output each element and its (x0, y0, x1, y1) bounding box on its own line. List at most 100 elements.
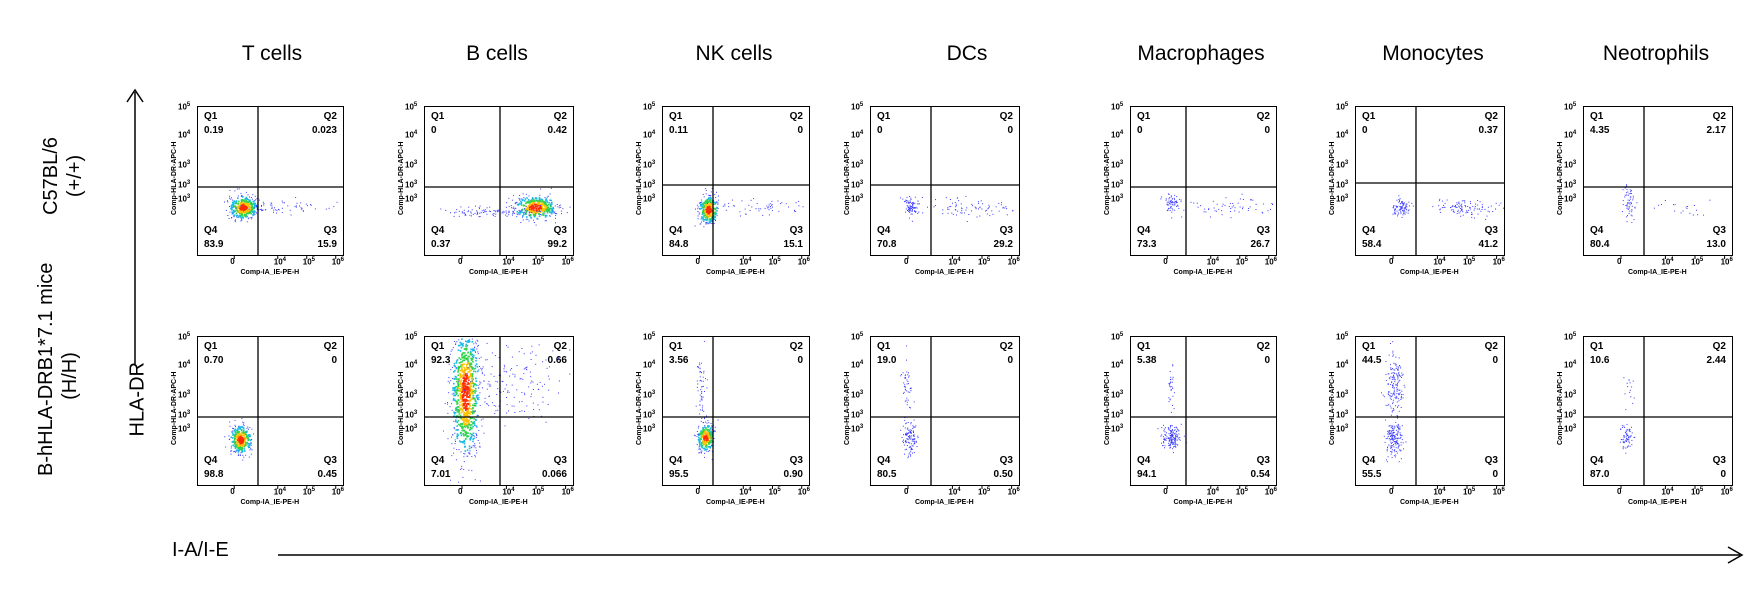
event-dot (454, 378, 456, 380)
event-dot (1627, 199, 1629, 201)
event-dot (1629, 436, 1631, 438)
event-dot (1216, 203, 1218, 205)
event-dot (909, 435, 911, 437)
event-dot (1398, 201, 1400, 203)
event-dot (522, 378, 524, 380)
row-label-1-line2: (+/+) (64, 154, 86, 198)
event-dot (462, 413, 465, 416)
x-tick-label: 104 (1433, 487, 1446, 497)
event-dot (1397, 381, 1399, 383)
event-dot (1630, 435, 1632, 437)
event-dot (471, 446, 473, 448)
event-dot (540, 211, 542, 213)
event-dot (468, 376, 470, 378)
event-dot (1439, 211, 1441, 213)
event-dot (514, 376, 516, 378)
event-dot (467, 422, 470, 424)
event-dot (469, 429, 471, 431)
event-dot (456, 435, 459, 437)
event-dot (1168, 428, 1170, 430)
flow-plot: Q1 44.5 Q2 0 Q3 0 Q4 55.5 0 104 105 106 105 104 103 103… (1329, 332, 1505, 506)
event-dot (699, 449, 701, 451)
event-dot (300, 207, 302, 209)
event-dot (700, 218, 702, 220)
event-dot (241, 210, 243, 213)
event-dot (466, 385, 469, 388)
event-dot (1622, 438, 1624, 440)
event-dot (239, 207, 241, 210)
event-dot (1398, 371, 1400, 373)
event-dot (1400, 444, 1402, 446)
event-dot (459, 407, 462, 410)
event-dot (912, 438, 914, 440)
event-dot (467, 387, 470, 390)
event-dot (230, 205, 233, 207)
event-dot (466, 345, 469, 347)
event-dot (448, 392, 450, 394)
event-dot (1176, 201, 1178, 203)
quadrant-q2-name: Q2 (789, 341, 803, 352)
event-dot (460, 468, 462, 470)
event-dot (244, 200, 246, 203)
event-dot (463, 419, 465, 422)
event-dot (912, 204, 914, 206)
event-dot (245, 205, 248, 208)
event-dot (516, 210, 519, 213)
flow-plot: Q1 10.6 Q2 2.44 Q3 0 Q4 87.0 0 104 105 106 105 104 103… (1557, 332, 1733, 506)
event-dot (481, 371, 483, 373)
event-dot (461, 426, 463, 429)
event-dot (707, 426, 709, 428)
event-dot (462, 383, 464, 386)
event-dot (532, 211, 534, 213)
event-dot (1625, 436, 1627, 438)
event-dot (1168, 401, 1170, 403)
event-dot (526, 366, 528, 368)
event-dot (477, 344, 479, 346)
event-dot (1171, 440, 1173, 442)
event-dot (456, 388, 459, 390)
event-dot (461, 364, 464, 367)
event-dot (911, 209, 913, 211)
event-dot (1232, 203, 1234, 204)
event-dot (1627, 202, 1629, 204)
event-dot (472, 389, 474, 391)
event-dot (475, 341, 477, 343)
event-dot (1692, 214, 1694, 216)
event-dot (708, 194, 710, 196)
event-dot (1393, 431, 1395, 433)
event-dot (451, 393, 453, 395)
event-dot (469, 214, 471, 216)
event-dot (1395, 356, 1397, 358)
x-tick-label: 106 (797, 487, 810, 497)
event-dot (455, 409, 457, 411)
event-dot (1169, 444, 1171, 445)
event-dot (464, 418, 467, 421)
event-dot (909, 204, 911, 206)
event-dot (716, 191, 717, 193)
event-dot (1467, 211, 1469, 213)
event-dot (1628, 213, 1630, 214)
event-dot (911, 448, 913, 450)
event-dot (462, 417, 465, 419)
event-dot (470, 369, 472, 372)
event-dot (961, 207, 962, 209)
event-dot (463, 388, 466, 390)
event-dot (697, 383, 699, 385)
event-dot (1392, 428, 1394, 430)
quadrant-q2-name: Q2 (553, 111, 567, 122)
event-dot (1391, 456, 1393, 458)
event-dot (239, 438, 242, 440)
event-dot (461, 385, 463, 387)
event-dot (513, 195, 515, 197)
event-dot (526, 208, 528, 211)
event-dot (1628, 428, 1630, 430)
event-dot (310, 204, 312, 205)
event-dot (942, 213, 944, 215)
event-dot (549, 193, 551, 195)
event-dot (508, 210, 510, 212)
event-dot (910, 432, 912, 434)
event-dot (978, 202, 980, 204)
event-dot (1391, 395, 1393, 397)
event-dot (987, 208, 989, 210)
event-dot (466, 432, 468, 434)
